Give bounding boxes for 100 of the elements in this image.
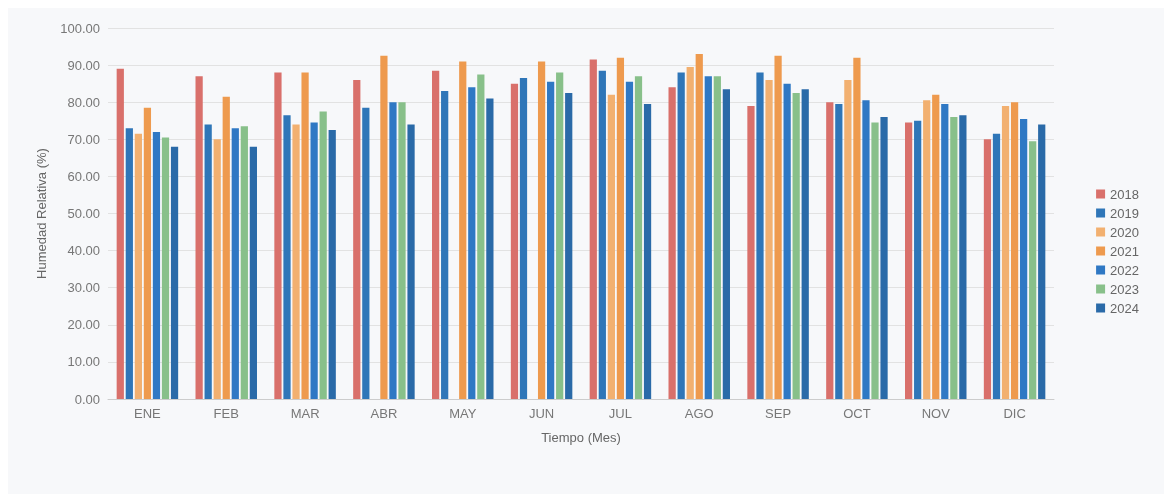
bar bbox=[792, 92, 800, 399]
bar bbox=[213, 139, 221, 399]
bar bbox=[783, 83, 791, 399]
bar bbox=[362, 107, 370, 399]
x-tick-label: ENE bbox=[134, 406, 162, 421]
bar bbox=[468, 87, 476, 399]
bar bbox=[853, 57, 861, 399]
bar bbox=[914, 120, 922, 399]
y-tick-label: 10.00 bbox=[67, 354, 100, 370]
bar bbox=[625, 81, 634, 399]
bar bbox=[441, 91, 449, 399]
bar bbox=[328, 130, 336, 399]
bar bbox=[695, 53, 703, 399]
bar bbox=[905, 122, 913, 399]
bar bbox=[677, 72, 685, 399]
bar bbox=[389, 102, 397, 399]
legend-label: 2023 bbox=[1110, 281, 1139, 297]
bar bbox=[643, 104, 652, 399]
bar bbox=[432, 70, 440, 399]
bar bbox=[125, 128, 133, 399]
y-tick-label: 80.00 bbox=[67, 94, 100, 110]
legend-label: 2019 bbox=[1110, 205, 1139, 221]
bar bbox=[992, 133, 1001, 399]
bar bbox=[231, 128, 239, 399]
bar bbox=[826, 102, 834, 399]
bar bbox=[747, 105, 755, 399]
bar bbox=[756, 72, 764, 399]
x-tick-label: DIC bbox=[1003, 406, 1026, 421]
y-tick-label: 60.00 bbox=[67, 168, 100, 184]
bar bbox=[722, 89, 730, 399]
bar bbox=[932, 94, 940, 399]
bar bbox=[310, 122, 318, 399]
bar bbox=[774, 55, 782, 399]
bar bbox=[1010, 102, 1019, 399]
bar bbox=[477, 74, 485, 399]
bar bbox=[713, 76, 721, 399]
bar bbox=[765, 79, 773, 399]
x-tick-label: NOV bbox=[921, 406, 951, 421]
bar bbox=[565, 92, 573, 399]
bar bbox=[1029, 141, 1037, 399]
y-tick-label: 0.00 bbox=[74, 391, 100, 407]
x-tick-label: JUN bbox=[528, 406, 555, 421]
bar bbox=[116, 68, 124, 399]
bar bbox=[835, 104, 843, 399]
y-tick-label: 40.00 bbox=[67, 243, 100, 259]
x-tick-label: MAR bbox=[290, 406, 320, 421]
bar bbox=[459, 61, 467, 399]
bar bbox=[556, 72, 564, 399]
bar bbox=[862, 100, 870, 399]
bar bbox=[398, 102, 406, 399]
x-tick-label: FEB bbox=[213, 406, 239, 421]
legend-label: 2018 bbox=[1110, 186, 1139, 202]
bar bbox=[195, 76, 203, 399]
y-axis-title: Humedad Relativa (%) bbox=[34, 148, 49, 279]
bar bbox=[923, 100, 931, 399]
bar bbox=[170, 146, 179, 399]
bar bbox=[152, 131, 161, 399]
legend-label: 2020 bbox=[1110, 224, 1139, 240]
legend-label: 2024 bbox=[1110, 300, 1139, 316]
bar bbox=[589, 59, 597, 399]
bar bbox=[704, 76, 712, 399]
x-tick-label: ABR bbox=[370, 406, 398, 421]
bar bbox=[407, 124, 415, 399]
bar bbox=[204, 124, 212, 399]
bar bbox=[274, 72, 282, 399]
bar bbox=[607, 94, 615, 399]
legend-label: 2021 bbox=[1110, 243, 1139, 259]
bar bbox=[301, 72, 309, 399]
bar bbox=[871, 122, 879, 399]
bar bbox=[616, 57, 625, 399]
legend-label: 2022 bbox=[1110, 262, 1139, 278]
bar bbox=[249, 146, 257, 399]
bar bbox=[880, 117, 888, 399]
bar bbox=[959, 115, 967, 399]
bar bbox=[283, 115, 291, 399]
bar bbox=[510, 83, 519, 399]
bar bbox=[801, 89, 809, 399]
y-tick-label: 100.00 bbox=[60, 20, 100, 36]
bar bbox=[161, 137, 170, 399]
bar bbox=[1001, 105, 1010, 399]
bar bbox=[1038, 124, 1046, 399]
bar bbox=[292, 124, 300, 399]
bar bbox=[222, 96, 230, 399]
y-tick-label: 90.00 bbox=[67, 57, 100, 73]
y-tick-label: 20.00 bbox=[67, 317, 100, 333]
bar bbox=[668, 87, 676, 399]
bar bbox=[1020, 118, 1028, 399]
bar bbox=[634, 76, 643, 399]
bar bbox=[353, 79, 361, 399]
x-tick-label: OCT bbox=[843, 406, 871, 421]
bar bbox=[319, 111, 327, 399]
x-tick-label: JUL bbox=[608, 406, 632, 421]
bar bbox=[686, 66, 694, 399]
bar bbox=[547, 81, 555, 399]
bar bbox=[950, 117, 958, 399]
bar bbox=[598, 70, 606, 399]
bar bbox=[486, 98, 494, 399]
x-tick-label: SEP bbox=[765, 406, 792, 421]
bar bbox=[844, 79, 852, 399]
x-axis-title: Tiempo (Mes) bbox=[541, 430, 621, 445]
